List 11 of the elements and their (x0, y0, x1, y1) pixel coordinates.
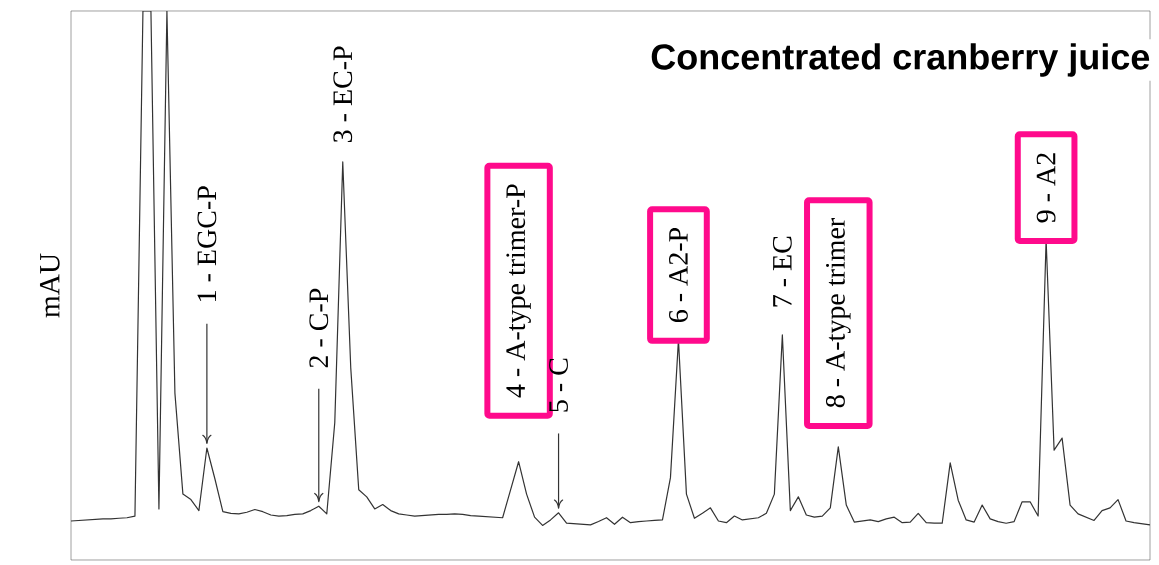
annotation: 5 - C (549, 358, 568, 412)
annotation: 2 - C-P (309, 288, 329, 368)
annotation: 7 - EC (772, 236, 792, 307)
annotation: 6 - A2-P (669, 227, 688, 323)
annotation: 4 - A-type trimer-P (506, 184, 531, 398)
annotation: 3 - EC-P (333, 46, 353, 143)
annotation: 9 - A2 (1036, 153, 1056, 223)
annotation: 1 - EGC-P (197, 186, 217, 301)
text: Concentrated cranberry juice (651, 43, 1150, 77)
y-axis-title: mAU (39, 253, 60, 318)
annotation: 8 - A-type trimer (825, 218, 851, 408)
